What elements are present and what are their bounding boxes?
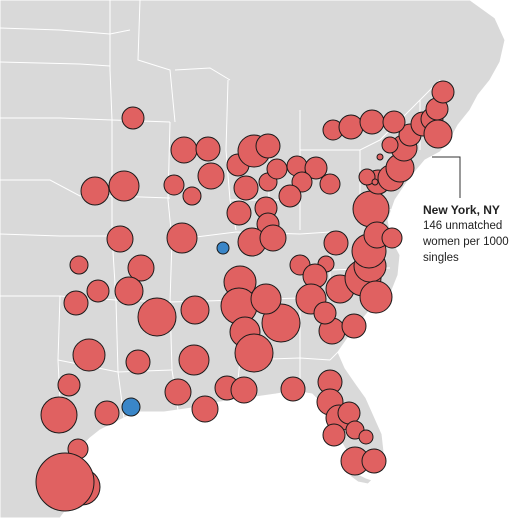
- city-bubble-surplus-women[interactable]: [35, 452, 95, 512]
- city-bubble-surplus-women[interactable]: [191, 395, 219, 423]
- city-bubbles: [35, 80, 455, 512]
- city-bubble-surplus-women[interactable]: [182, 186, 202, 206]
- city-bubble-surplus-women[interactable]: [304, 156, 328, 180]
- city-bubble-surplus-women[interactable]: [371, 178, 379, 186]
- city-bubble-surplus-women[interactable]: [57, 373, 81, 397]
- city-bubble-surplus-women[interactable]: [197, 162, 225, 190]
- city-bubble-surplus-women[interactable]: [319, 173, 341, 195]
- city-bubble-surplus-women[interactable]: [359, 109, 385, 135]
- city-bubble-surplus-women[interactable]: [255, 133, 281, 159]
- annotation-description: 146 unmatched women per 1000 singles: [423, 220, 509, 264]
- city-bubble-surplus-women[interactable]: [163, 174, 185, 196]
- city-bubble-surplus-women[interactable]: [358, 429, 374, 445]
- city-bubble-surplus-women[interactable]: [166, 222, 198, 254]
- city-bubble-surplus-women[interactable]: [69, 255, 89, 275]
- city-bubble-surplus-women[interactable]: [114, 276, 144, 306]
- city-bubble-surplus-women[interactable]: [121, 106, 145, 130]
- new-york-callout-line: [432, 156, 461, 198]
- city-bubble-surplus-women[interactable]: [261, 303, 301, 343]
- city-bubble-surplus-women[interactable]: [226, 200, 252, 226]
- city-bubble-surplus-women[interactable]: [338, 114, 364, 140]
- city-bubble-surplus-women[interactable]: [313, 301, 337, 325]
- city-bubble-surplus-women[interactable]: [233, 175, 259, 201]
- city-bubble-surplus-men[interactable]: [216, 241, 230, 255]
- city-bubble-surplus-women[interactable]: [127, 254, 155, 282]
- city-bubble-surplus-women[interactable]: [359, 280, 393, 314]
- new-york-annotation: New York, NY 146 unmatched women per 100…: [423, 202, 527, 266]
- city-bubble-surplus-women[interactable]: [178, 344, 210, 376]
- city-bubble-surplus-women[interactable]: [382, 110, 406, 134]
- annotation-city-name: New York, NY: [423, 203, 500, 217]
- city-bubble-surplus-women[interactable]: [361, 448, 387, 474]
- city-bubble-surplus-women[interactable]: [180, 295, 210, 325]
- city-bubble-surplus-women[interactable]: [72, 338, 106, 372]
- city-bubble-surplus-women[interactable]: [381, 227, 403, 249]
- city-bubble-surplus-women[interactable]: [423, 119, 453, 149]
- city-bubble-surplus-women[interactable]: [278, 184, 302, 208]
- city-bubble-surplus-women[interactable]: [341, 313, 367, 339]
- city-bubble-surplus-women[interactable]: [137, 297, 177, 337]
- city-bubble-surplus-women[interactable]: [266, 158, 288, 180]
- city-bubble-surplus-women[interactable]: [431, 80, 455, 104]
- city-bubble-surplus-women[interactable]: [322, 423, 346, 447]
- city-bubble-surplus-women[interactable]: [170, 136, 198, 164]
- city-bubble-surplus-women[interactable]: [108, 170, 140, 202]
- city-bubble-surplus-women[interactable]: [259, 224, 287, 252]
- city-bubble-surplus-women[interactable]: [80, 176, 110, 206]
- city-bubble-surplus-women[interactable]: [250, 283, 282, 315]
- city-bubble-surplus-women[interactable]: [106, 225, 134, 253]
- city-bubble-surplus-women[interactable]: [381, 136, 399, 154]
- city-bubble-surplus-women[interactable]: [280, 376, 306, 402]
- city-bubble-surplus-women[interactable]: [94, 400, 120, 426]
- city-bubble-surplus-women[interactable]: [86, 279, 110, 303]
- city-bubble-surplus-women[interactable]: [376, 153, 384, 161]
- city-bubble-surplus-women[interactable]: [164, 378, 192, 406]
- city-bubble-surplus-women[interactable]: [323, 230, 349, 256]
- city-bubble-surplus-men[interactable]: [121, 397, 141, 417]
- city-bubble-surplus-women[interactable]: [234, 333, 274, 373]
- city-bubble-surplus-women[interactable]: [63, 290, 89, 316]
- city-bubble-surplus-women[interactable]: [195, 136, 221, 162]
- city-bubble-surplus-women[interactable]: [125, 349, 151, 375]
- city-bubble-surplus-women[interactable]: [352, 190, 390, 228]
- city-bubble-surplus-women[interactable]: [40, 396, 78, 434]
- city-bubble-surplus-women[interactable]: [358, 168, 376, 186]
- city-bubble-surplus-women[interactable]: [230, 376, 258, 404]
